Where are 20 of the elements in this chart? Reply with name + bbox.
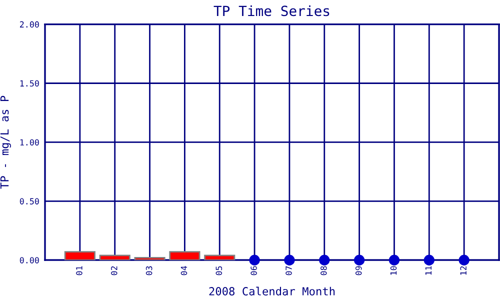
x-tick-label: 12: [460, 266, 466, 275]
y-tick-label: 0.50: [20, 198, 39, 204]
y-axis-title: TP - mg/L as P: [0, 96, 11, 189]
x-axis-title: 2008 Calendar Month: [209, 286, 335, 296]
x-tick-label: 05: [216, 266, 222, 276]
x-tick-label: 04: [180, 266, 188, 276]
chart-title: TP Time Series: [214, 5, 330, 16]
x-tick-label: 09: [355, 266, 362, 276]
y-tick-label: 1.50: [20, 80, 39, 87]
y-tick-label: 2.00: [20, 21, 39, 28]
x-tick-label: 01: [76, 266, 82, 276]
y-tick-label: 1.00: [20, 139, 39, 146]
x-tick-label: 06: [250, 266, 257, 276]
y-tick-label: 0.00: [20, 257, 39, 264]
x-tick-label: 02: [110, 266, 118, 276]
x-tick-label: 03: [146, 266, 152, 276]
x-tick-label: 08: [320, 266, 327, 276]
x-tick-label: 07: [286, 266, 292, 276]
x-tick-label: 10: [390, 266, 397, 275]
x-tick-label: 11: [425, 266, 432, 275]
